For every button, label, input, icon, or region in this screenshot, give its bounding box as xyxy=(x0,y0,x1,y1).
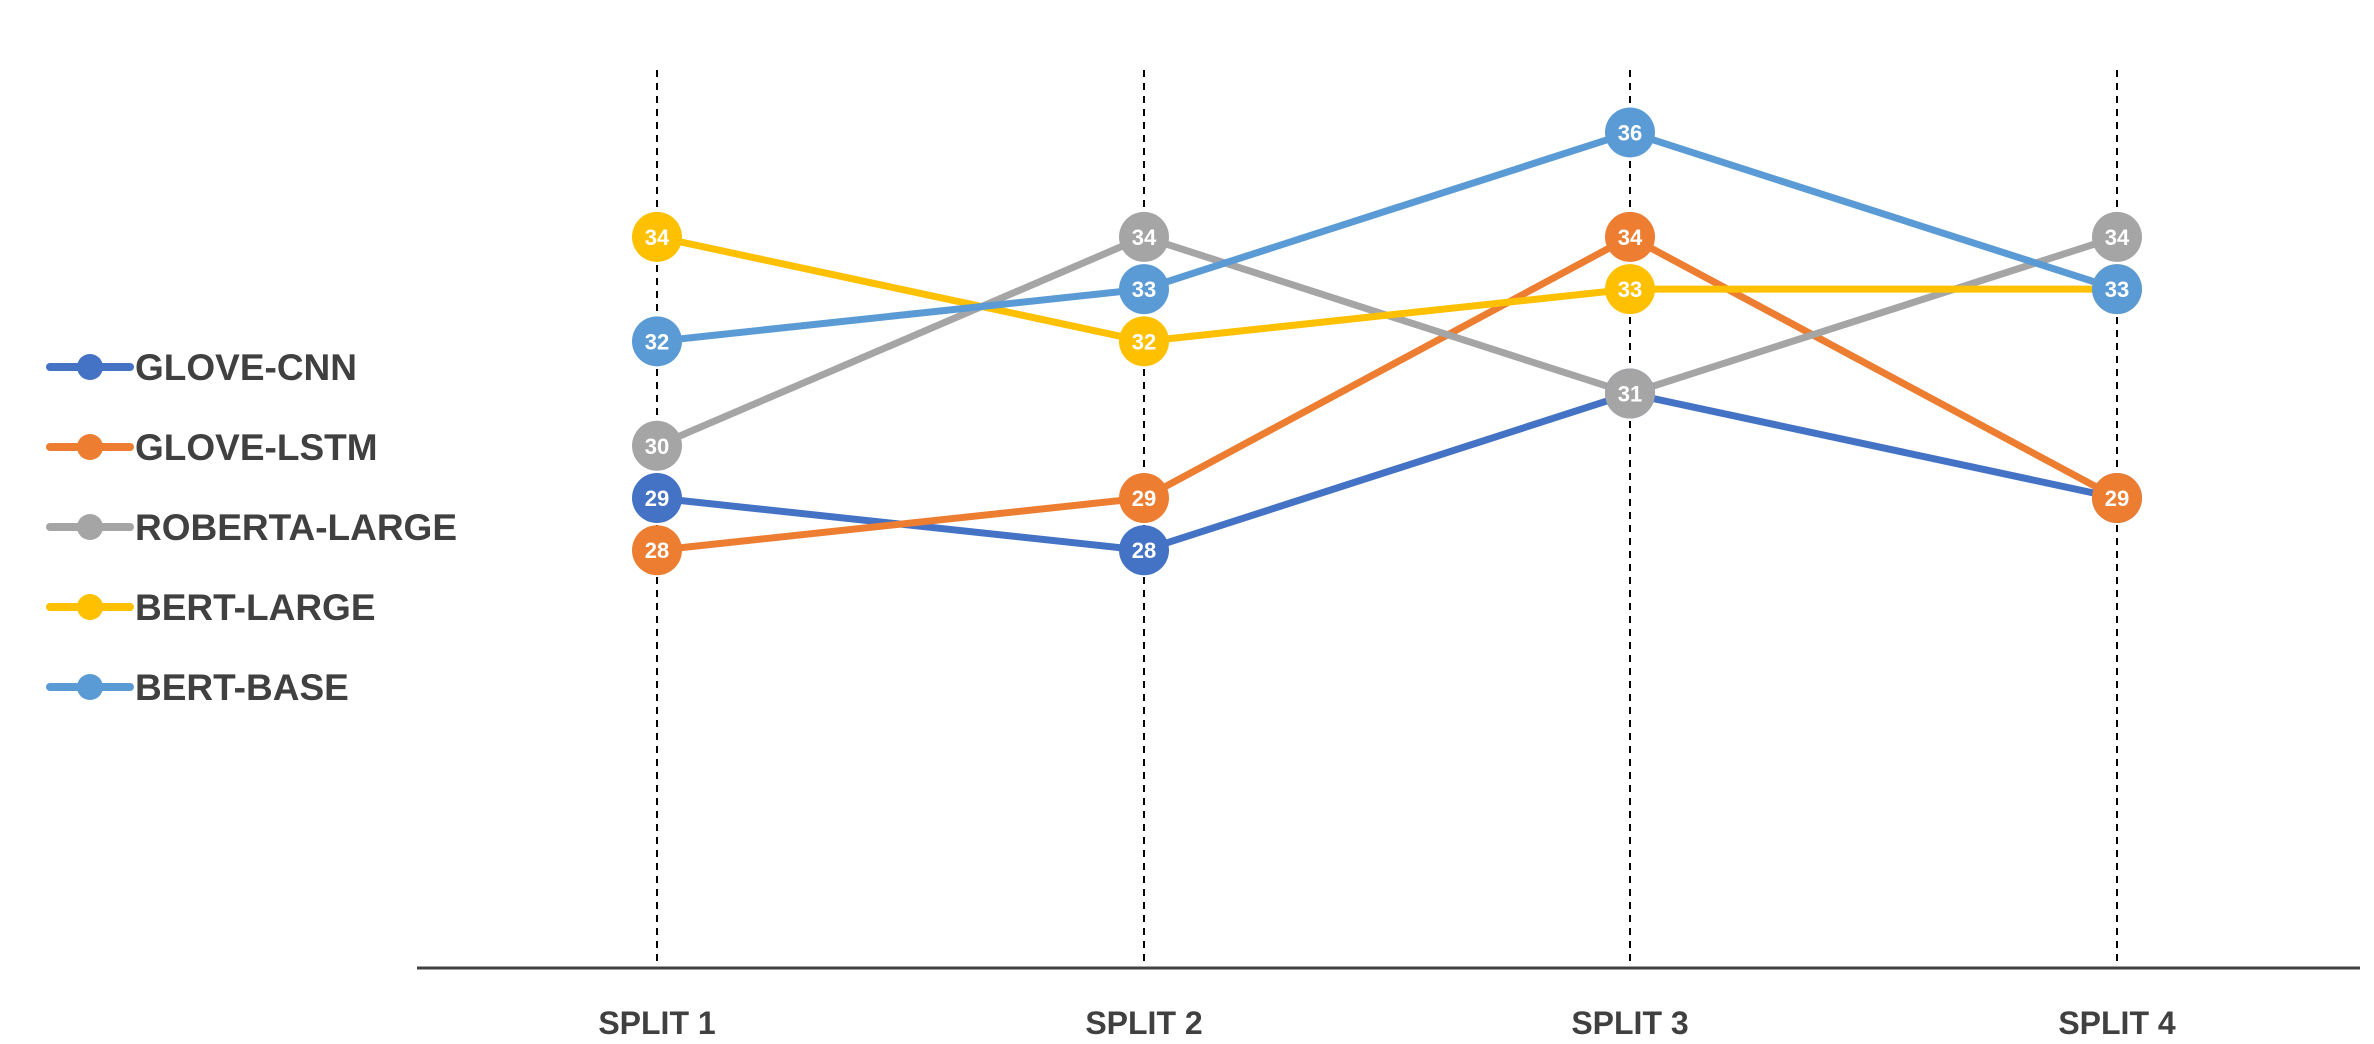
legend: GLOVE-CNN GLOVE-LSTM ROBERTA-LARGE BERT-LAR… xyxy=(46,347,457,708)
legend-swatch-marker xyxy=(77,434,103,460)
data-point-roberta-large xyxy=(1119,211,1169,262)
data-label-bert-base: 33 xyxy=(1132,277,1156,302)
data-point-glove-cnn xyxy=(1119,525,1169,576)
x-tick-label: SPLIT 4 xyxy=(2058,1005,2176,1041)
data-point-bert-large xyxy=(1119,316,1169,367)
legend-label-roberta-large: ROBERTA-LARGE xyxy=(135,507,457,548)
series-line-bert-base xyxy=(653,128,2121,345)
data-point-glove-cnn xyxy=(632,473,682,523)
legend-swatch-marker xyxy=(77,594,103,620)
data-point-glove-lstm xyxy=(2092,473,2142,523)
series-line-roberta-large xyxy=(653,233,2121,450)
data-point-bert-large xyxy=(1605,264,1655,315)
data-label-bert-base: 36 xyxy=(1618,120,1642,145)
data-point-bert-base xyxy=(1605,107,1655,158)
series-line-glove-lstm xyxy=(653,233,2121,554)
legend-label-bert-large: BERT-LARGE xyxy=(135,587,376,628)
series-markers: 2928312928293429303431343432333332333633 xyxy=(632,107,2142,576)
data-label-bert-large: 34 xyxy=(645,225,670,250)
data-point-roberta-large xyxy=(2092,211,2142,262)
data-label-bert-large: 33 xyxy=(1618,277,1642,302)
data-label-glove-cnn: 28 xyxy=(1132,538,1156,563)
data-point-bert-large xyxy=(632,211,682,262)
data-point-bert-base xyxy=(2092,264,2142,315)
data-point-glove-lstm xyxy=(1119,473,1169,523)
legend-label-glove-lstm: GLOVE-LSTM xyxy=(135,427,378,468)
data-label-bert-base: 33 xyxy=(2105,277,2129,302)
data-label-roberta-large: 34 xyxy=(2105,225,2130,250)
data-label-glove-lstm: 28 xyxy=(645,538,669,563)
data-label-glove-lstm: 34 xyxy=(1618,225,1643,250)
x-tick-label: SPLIT 1 xyxy=(598,1005,715,1041)
data-label-bert-large: 32 xyxy=(1132,329,1156,354)
data-point-glove-lstm xyxy=(632,525,682,576)
data-label-roberta-large: 34 xyxy=(1132,225,1157,250)
data-label-roberta-large: 31 xyxy=(1618,382,1642,407)
data-label-bert-base: 32 xyxy=(645,329,669,354)
series-lines xyxy=(653,128,2121,554)
legend-swatch-marker xyxy=(77,354,103,380)
legend-label-glove-cnn: GLOVE-CNN xyxy=(135,347,357,388)
data-point-bert-base xyxy=(1119,264,1169,315)
data-point-roberta-large xyxy=(1605,368,1655,419)
legend-swatch-marker xyxy=(77,514,103,540)
data-label-glove-lstm: 29 xyxy=(2105,486,2129,511)
data-label-glove-lstm: 29 xyxy=(1132,486,1156,511)
series-line-bert-large xyxy=(653,233,2121,345)
legend-label-bert-base: BERT-BASE xyxy=(135,667,349,708)
data-point-bert-base xyxy=(632,316,682,367)
data-point-glove-lstm xyxy=(1605,211,1655,262)
x-axis-tick-labels: SPLIT 1 SPLIT 2 SPLIT 3 SPLIT 4 xyxy=(598,1005,2176,1041)
data-label-glove-cnn: 29 xyxy=(645,486,669,511)
x-tick-label: SPLIT 3 xyxy=(1571,1005,1688,1041)
x-tick-label: SPLIT 2 xyxy=(1085,1005,1202,1041)
data-label-roberta-large: 30 xyxy=(645,434,669,459)
legend-swatch-marker xyxy=(77,674,103,700)
data-point-roberta-large xyxy=(632,420,682,471)
